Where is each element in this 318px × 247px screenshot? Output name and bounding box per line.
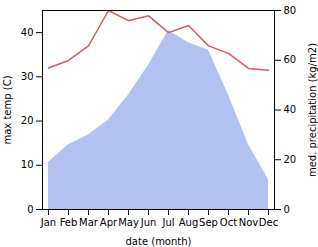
svg-text:Feb: Feb [60, 217, 78, 228]
svg-text:10: 10 [21, 159, 34, 170]
svg-text:Sep: Sep [199, 217, 218, 228]
svg-text:Nov: Nov [239, 217, 259, 228]
svg-text:date (month): date (month) [126, 236, 192, 247]
svg-text:Mar: Mar [79, 217, 99, 228]
svg-text:20: 20 [21, 115, 34, 126]
svg-text:Aug: Aug [179, 217, 199, 228]
svg-text:max temp (C): max temp (C) [2, 75, 13, 144]
svg-text:0: 0 [284, 204, 290, 215]
svg-text:40: 40 [284, 104, 297, 115]
svg-text:Jul: Jul [161, 217, 174, 228]
svg-text:Apr: Apr [100, 217, 118, 228]
svg-text:Jan: Jan [40, 217, 56, 228]
svg-text:80: 80 [284, 5, 297, 16]
svg-text:0: 0 [27, 204, 33, 215]
svg-text:20: 20 [284, 154, 297, 165]
svg-text:Dec: Dec [259, 217, 278, 228]
svg-text:May: May [118, 217, 139, 228]
svg-text:med. precipitation (kg/m2): med. precipitation (kg/m2) [307, 43, 318, 177]
svg-text:30: 30 [21, 71, 34, 82]
svg-text:Oct: Oct [220, 217, 237, 228]
svg-text:Jun: Jun [140, 217, 157, 228]
svg-text:40: 40 [21, 27, 34, 38]
svg-text:60: 60 [284, 54, 297, 65]
